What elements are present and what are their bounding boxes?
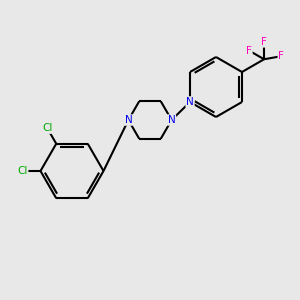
Text: N: N: [168, 115, 176, 125]
Text: Cl: Cl: [17, 166, 28, 176]
Text: N: N: [124, 115, 132, 125]
Text: Cl: Cl: [42, 123, 52, 133]
Text: F: F: [278, 51, 284, 61]
Text: F: F: [246, 46, 252, 56]
Text: F: F: [261, 37, 267, 47]
Text: N: N: [186, 97, 194, 107]
